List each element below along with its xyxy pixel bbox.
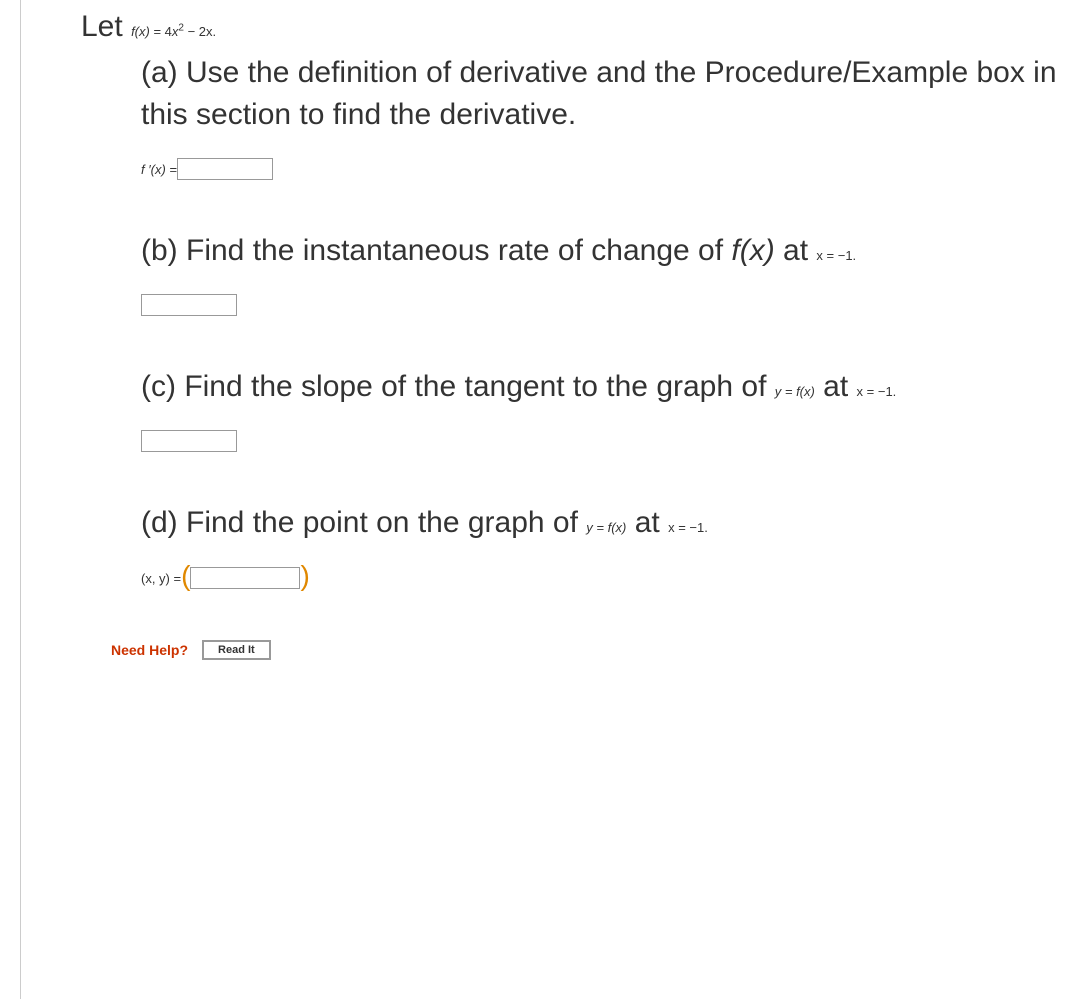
part-d-text: (d) Find the point on the graph of y = f… — [141, 502, 1058, 544]
lead-line: Let f(x) = 4x2 − 2x. — [81, 10, 1058, 44]
open-paren: ( — [181, 564, 190, 588]
part-b-answer-row — [141, 294, 1058, 316]
question-panel: Let f(x) = 4x2 − 2x. (a) Use the definit… — [20, 0, 1079, 999]
part-c-answer-input[interactable] — [141, 430, 237, 452]
lead-word: Let — [81, 10, 123, 43]
part-d-answer-row: (x, y) = ( ) — [141, 566, 1058, 590]
part-c: (c) Find the slope of the tangent to the… — [141, 366, 1058, 452]
part-c-text: (c) Find the slope of the tangent to the… — [141, 366, 1058, 408]
lead-expr: f(x) = 4x2 − 2x. — [131, 24, 216, 39]
part-b-text: (b) Find the instantaneous rate of chang… — [141, 230, 1058, 272]
part-b: (b) Find the instantaneous rate of chang… — [141, 230, 1058, 316]
part-a-answer-input[interactable] — [177, 158, 273, 180]
part-a: (a) Use the definition of derivative and… — [141, 52, 1058, 180]
part-a-answer-row: f ′(x) = — [141, 158, 1058, 180]
need-help-label: Need Help? — [111, 642, 188, 658]
part-a-answer-label: f ′(x) = — [141, 162, 177, 177]
part-d: (d) Find the point on the graph of y = f… — [141, 502, 1058, 590]
close-paren: ) — [300, 564, 309, 588]
part-a-text: (a) Use the definition of derivative and… — [141, 52, 1058, 136]
part-d-answer-label: (x, y) = — [141, 571, 181, 586]
part-d-answer-input[interactable] — [190, 567, 300, 589]
part-b-answer-input[interactable] — [141, 294, 237, 316]
read-it-button[interactable]: Read It — [202, 640, 271, 660]
part-c-answer-row — [141, 430, 1058, 452]
need-help-row: Need Help? Read It — [111, 640, 1058, 660]
